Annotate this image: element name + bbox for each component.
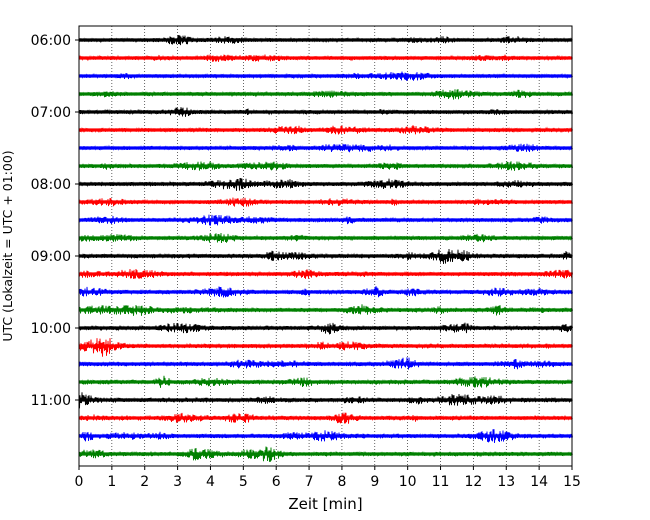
x-axis-ticks: 0 1 2 3 4 5 6 7 8 9 10 11 12 13 14 15 (75, 466, 581, 490)
seismogram-trace (78, 286, 573, 298)
y-tick-label: 09:00 (31, 249, 71, 265)
x-tick-label: 14 (530, 474, 548, 490)
seismogram-trace (78, 268, 573, 279)
seismogram-trace (78, 71, 573, 81)
x-tick-label: 0 (75, 474, 84, 490)
seismogram-trace (78, 446, 573, 462)
seismogram-trace (78, 107, 573, 117)
seismogram-trace (78, 125, 573, 135)
y-axis-label: UTC (Lokalzeit = UTC + 01:00) (0, 150, 15, 341)
seismogram-trace (78, 304, 573, 316)
seismogram-trace (78, 89, 573, 100)
seismogram-traces (78, 34, 573, 462)
x-tick-label: 12 (464, 474, 482, 490)
seismogram-trace (78, 143, 573, 153)
y-tick-label: 10:00 (31, 321, 71, 337)
y-tick-label: 07:00 (31, 105, 71, 121)
seismogram-trace (78, 412, 573, 424)
x-tick-label: 5 (239, 474, 248, 490)
x-tick-label: 7 (305, 474, 314, 490)
seismogram-trace (78, 375, 573, 388)
y-tick-label: 11:00 (31, 393, 71, 409)
seismogram-trace (78, 177, 573, 191)
seismogram-trace (78, 429, 573, 444)
x-tick-label: 3 (173, 474, 182, 490)
x-axis-label: Zeit [min] (288, 495, 362, 513)
y-axis-ticks: 06:00 07:00 08:00 09:00 10:00 11:00 (31, 33, 79, 409)
x-tick-label: 15 (563, 474, 581, 490)
vertical-gridlines (111, 26, 540, 466)
plot-frame (78, 25, 573, 467)
y-tick-label: 08:00 (31, 177, 71, 193)
seismogram-trace (78, 54, 573, 62)
seismogram-trace (78, 357, 573, 370)
seismogram-trace (78, 338, 573, 357)
seismogram-trace (78, 392, 573, 409)
seismogram-trace (78, 214, 573, 226)
x-tick-label: 11 (432, 474, 450, 490)
seismogram-trace (78, 248, 573, 265)
x-tick-label: 1 (107, 474, 116, 490)
seismogram-trace (78, 34, 573, 46)
x-tick-label: 9 (370, 474, 379, 490)
x-tick-label: 8 (337, 474, 346, 490)
x-tick-label: 4 (206, 474, 215, 490)
seismogram-trace (78, 322, 573, 335)
seismogram-trace (78, 161, 573, 171)
y-tick-label: 06:00 (31, 33, 71, 49)
seismogram-trace (78, 197, 573, 207)
x-tick-label: 6 (272, 474, 281, 490)
seismogram-trace (78, 232, 573, 244)
x-tick-label: 13 (497, 474, 515, 490)
x-tick-label: 2 (140, 474, 149, 490)
x-tick-label: 10 (399, 474, 417, 490)
